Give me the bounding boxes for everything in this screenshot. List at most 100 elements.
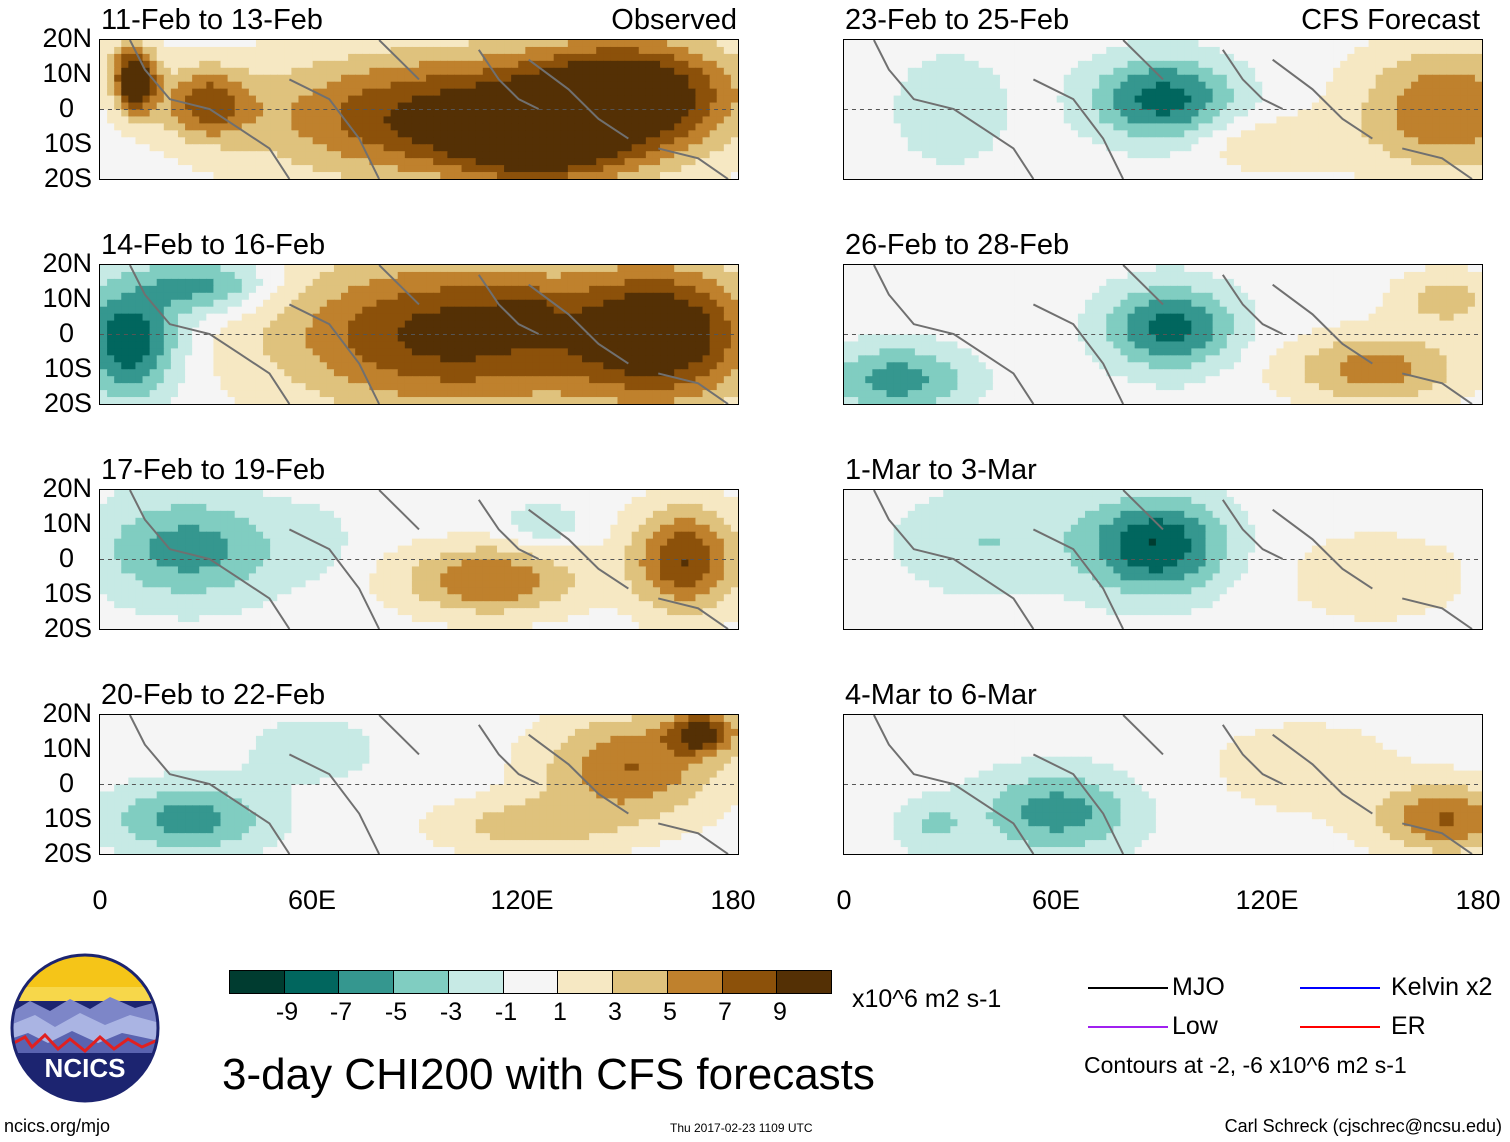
heatmap-cell	[284, 158, 292, 166]
heatmap-cell	[107, 116, 115, 124]
heatmap-cell	[135, 116, 144, 124]
heatmap-cell	[461, 151, 470, 159]
heatmap-cell	[631, 60, 640, 69]
heatmap-cell	[284, 265, 292, 273]
heatmap-cell	[326, 265, 335, 273]
heatmap-cell	[100, 334, 108, 343]
heatmap-cell	[688, 165, 697, 173]
heatmap-cell	[546, 376, 555, 384]
heatmap-cell	[525, 320, 534, 329]
heatmap-cell	[411, 151, 420, 159]
heatmap-cell	[100, 172, 108, 179]
heatmap-cell	[631, 172, 640, 179]
heatmap-cell	[341, 172, 349, 179]
heatmap-cell	[333, 67, 342, 76]
heatmap-cell	[397, 362, 406, 370]
heatmap-cell	[305, 74, 314, 83]
heatmap-cell	[489, 172, 498, 179]
heatmap-cell	[525, 46, 534, 55]
heatmap-cell	[107, 355, 115, 363]
heatmap-cell	[624, 580, 633, 588]
heatmap-cell	[475, 130, 484, 138]
heatmap-cell	[716, 573, 725, 581]
heatmap-cell	[241, 53, 250, 62]
heatmap-cell	[461, 285, 470, 294]
heatmap-cell	[319, 362, 328, 370]
heatmap-cell	[603, 559, 611, 568]
heatmap-cell	[390, 40, 399, 48]
heatmap-cell	[263, 517, 271, 526]
heatmap-cell	[390, 172, 399, 179]
heatmap-cell	[489, 545, 498, 554]
heatmap-cell	[326, 573, 335, 581]
heatmap-cell	[199, 158, 207, 166]
heatmap-cell	[645, 299, 654, 308]
heatmap-cell	[277, 552, 285, 561]
heatmap-cell	[206, 172, 215, 179]
heatmap-cell	[419, 144, 427, 152]
heatmap-cell	[121, 265, 129, 273]
heatmap-cell	[362, 144, 370, 152]
heatmap-cell	[114, 594, 122, 602]
heatmap-cell	[156, 369, 165, 377]
heatmap-cell	[135, 594, 144, 602]
heatmap-cell	[376, 102, 385, 111]
heatmap-cell	[426, 158, 434, 166]
heatmap-cell	[511, 397, 519, 404]
heatmap-cell	[341, 580, 349, 588]
heatmap-cell	[326, 397, 335, 404]
heatmap-cell	[447, 306, 456, 315]
heatmap-cell	[553, 397, 562, 404]
heatmap-cell	[397, 172, 406, 179]
heatmap-cell	[107, 123, 115, 131]
heatmap-cell	[192, 158, 200, 166]
heatmap-cell	[376, 265, 385, 273]
heatmap-cell	[199, 137, 207, 145]
heatmap-cell	[170, 123, 179, 131]
heatmap-cell	[447, 348, 456, 356]
heatmap-cell	[461, 40, 470, 48]
heatmap-cell	[652, 88, 661, 97]
heatmap-cell	[135, 573, 144, 581]
heatmap-cell	[461, 376, 470, 384]
heatmap-cell	[504, 362, 512, 370]
heatmap-cell	[177, 40, 186, 48]
heatmap-cell	[270, 531, 278, 540]
heatmap-cell	[277, 531, 285, 540]
heatmap-cell	[702, 313, 711, 322]
heatmap-cell	[362, 278, 370, 287]
heatmap-cell	[170, 285, 179, 294]
heatmap-cell	[574, 306, 583, 315]
heatmap-cell	[440, 74, 448, 83]
heatmap-cell	[461, 552, 470, 561]
heatmap-cell	[156, 67, 165, 76]
heatmap-cell	[482, 580, 491, 588]
heatmap-cell	[695, 538, 704, 547]
heatmap-cell	[333, 341, 342, 349]
heatmap-cell	[170, 503, 179, 512]
heatmap-cell	[504, 341, 512, 349]
heatmap-cell	[419, 566, 427, 574]
heatmap-cell	[114, 545, 122, 554]
heatmap-cell	[553, 538, 562, 547]
heatmap-cell	[114, 81, 122, 90]
heatmap-cell	[291, 397, 300, 404]
heatmap-cell	[298, 566, 307, 574]
heatmap-cell	[603, 517, 611, 526]
heatmap-cell	[638, 123, 647, 131]
heatmap-cell	[454, 376, 463, 384]
heatmap-cell	[730, 397, 738, 404]
heatmap-cell	[149, 559, 158, 568]
heatmap-cell	[574, 383, 583, 391]
heatmap-cell	[234, 490, 243, 498]
heatmap-cell	[369, 573, 378, 581]
heatmap-cell	[645, 285, 654, 294]
heatmap-cell	[248, 397, 257, 404]
heatmap-cell	[645, 503, 654, 512]
heatmap-cell	[482, 81, 491, 90]
heatmap-cell	[681, 95, 689, 104]
heatmap-cell	[681, 545, 689, 554]
heatmap-cell	[107, 566, 115, 574]
heatmap-cell	[206, 130, 215, 138]
heatmap-cell	[369, 552, 378, 561]
